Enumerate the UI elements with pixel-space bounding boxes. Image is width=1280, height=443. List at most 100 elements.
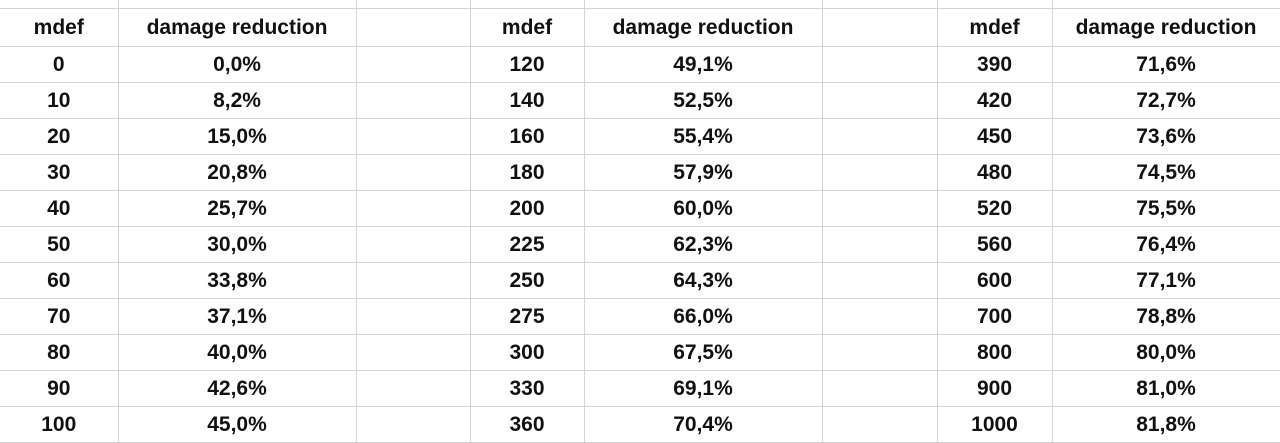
empty-cell[interactable] [356, 8, 471, 47]
empty-cell[interactable] [1052, 0, 1280, 9]
damage-reduction-cell[interactable]: 77,1% [1052, 262, 1280, 299]
empty-cell[interactable] [822, 0, 938, 9]
damage-reduction-cell[interactable]: 64,3% [584, 262, 823, 299]
empty-cell[interactable] [356, 0, 471, 9]
empty-cell[interactable] [822, 262, 938, 299]
damage-reduction-cell[interactable]: 57,9% [584, 154, 823, 191]
empty-cell[interactable] [822, 406, 938, 443]
mdef-cell[interactable]: 900 [937, 370, 1053, 407]
damage-reduction-cell[interactable]: 74,5% [1052, 154, 1280, 191]
empty-cell[interactable] [356, 334, 471, 371]
mdef-cell[interactable]: 450 [937, 118, 1053, 155]
mdef-cell[interactable]: 120 [470, 46, 585, 83]
damage-reduction-cell[interactable]: 76,4% [1052, 226, 1280, 263]
damage-reduction-cell[interactable]: 73,6% [1052, 118, 1280, 155]
empty-cell[interactable] [356, 154, 471, 191]
damage-reduction-cell[interactable]: 37,1% [118, 298, 357, 335]
damage-reduction-cell[interactable]: 25,7% [118, 190, 357, 227]
damage-reduction-cell[interactable]: 0,0% [118, 46, 357, 83]
damage-reduction-cell[interactable]: 33,8% [118, 262, 357, 299]
damage-reduction-cell[interactable]: 52,5% [584, 82, 823, 119]
empty-cell[interactable] [356, 190, 471, 227]
damage-reduction-cell[interactable]: 81,8% [1052, 406, 1280, 443]
damage-reduction-cell[interactable]: 62,3% [584, 226, 823, 263]
empty-cell[interactable] [356, 298, 471, 335]
mdef-cell[interactable]: 30 [0, 154, 119, 191]
empty-cell[interactable] [470, 0, 585, 9]
damage-reduction-cell[interactable]: 66,0% [584, 298, 823, 335]
damage-reduction-cell[interactable]: 72,7% [1052, 82, 1280, 119]
damage-reduction-cell[interactable]: 30,0% [118, 226, 357, 263]
empty-cell[interactable] [937, 0, 1053, 9]
mdef-cell[interactable]: 520 [937, 190, 1053, 227]
empty-cell[interactable] [822, 82, 938, 119]
damage-reduction-cell[interactable]: 71,6% [1052, 46, 1280, 83]
mdef-cell[interactable]: 50 [0, 226, 119, 263]
damage-reduction-cell[interactable]: 78,8% [1052, 298, 1280, 335]
mdef-header[interactable]: mdef [0, 8, 119, 47]
damage-reduction-cell[interactable]: 15,0% [118, 118, 357, 155]
empty-cell[interactable] [356, 82, 471, 119]
mdef-cell[interactable]: 100 [0, 406, 119, 443]
damage-reduction-cell[interactable]: 80,0% [1052, 334, 1280, 371]
mdef-cell[interactable]: 800 [937, 334, 1053, 371]
empty-cell[interactable] [822, 370, 938, 407]
damage-reduction-cell[interactable]: 81,0% [1052, 370, 1280, 407]
empty-cell[interactable] [356, 262, 471, 299]
mdef-cell[interactable]: 160 [470, 118, 585, 155]
mdef-cell[interactable]: 0 [0, 46, 119, 83]
empty-cell[interactable] [822, 46, 938, 83]
mdef-cell[interactable]: 20 [0, 118, 119, 155]
damage-reduction-cell[interactable]: 45,0% [118, 406, 357, 443]
mdef-cell[interactable]: 420 [937, 82, 1053, 119]
mdef-header[interactable]: mdef [470, 8, 585, 47]
mdef-cell[interactable]: 70 [0, 298, 119, 335]
empty-cell[interactable] [822, 118, 938, 155]
mdef-cell[interactable]: 360 [470, 406, 585, 443]
damage-reduction-cell[interactable]: 75,5% [1052, 190, 1280, 227]
mdef-cell[interactable]: 200 [470, 190, 585, 227]
mdef-cell[interactable]: 80 [0, 334, 119, 371]
damage-reduction-cell[interactable]: 8,2% [118, 82, 357, 119]
mdef-cell[interactable]: 275 [470, 298, 585, 335]
mdef-cell[interactable]: 600 [937, 262, 1053, 299]
empty-cell[interactable] [822, 8, 938, 47]
damage-reduction-cell[interactable]: 69,1% [584, 370, 823, 407]
mdef-cell[interactable]: 480 [937, 154, 1053, 191]
empty-cell[interactable] [822, 154, 938, 191]
mdef-cell[interactable]: 560 [937, 226, 1053, 263]
empty-cell[interactable] [822, 190, 938, 227]
damage-reduction-cell[interactable]: 55,4% [584, 118, 823, 155]
damage-reduction-cell[interactable]: 70,4% [584, 406, 823, 443]
empty-cell[interactable] [822, 226, 938, 263]
mdef-cell[interactable]: 330 [470, 370, 585, 407]
empty-cell[interactable] [356, 406, 471, 443]
damage-reduction-cell[interactable]: 40,0% [118, 334, 357, 371]
mdef-cell[interactable]: 90 [0, 370, 119, 407]
damage-reduction-cell[interactable]: 67,5% [584, 334, 823, 371]
empty-cell[interactable] [356, 118, 471, 155]
damage-reduction-cell[interactable]: 20,8% [118, 154, 357, 191]
empty-cell[interactable] [822, 334, 938, 371]
mdef-header[interactable]: mdef [937, 8, 1053, 47]
empty-cell[interactable] [356, 370, 471, 407]
empty-cell[interactable] [118, 0, 357, 9]
empty-cell[interactable] [822, 298, 938, 335]
mdef-cell[interactable]: 60 [0, 262, 119, 299]
damage-reduction-cell[interactable]: 60,0% [584, 190, 823, 227]
mdef-cell[interactable]: 10 [0, 82, 119, 119]
damage-reduction-header[interactable]: damage reduction [118, 8, 357, 47]
empty-cell[interactable] [0, 0, 119, 9]
mdef-cell[interactable]: 390 [937, 46, 1053, 83]
damage-reduction-cell[interactable]: 49,1% [584, 46, 823, 83]
mdef-cell[interactable]: 1000 [937, 406, 1053, 443]
mdef-cell[interactable]: 250 [470, 262, 585, 299]
mdef-cell[interactable]: 300 [470, 334, 585, 371]
empty-cell[interactable] [356, 226, 471, 263]
mdef-cell[interactable]: 700 [937, 298, 1053, 335]
damage-reduction-cell[interactable]: 42,6% [118, 370, 357, 407]
empty-cell[interactable] [356, 46, 471, 83]
mdef-cell[interactable]: 140 [470, 82, 585, 119]
mdef-cell[interactable]: 40 [0, 190, 119, 227]
empty-cell[interactable] [584, 0, 823, 9]
